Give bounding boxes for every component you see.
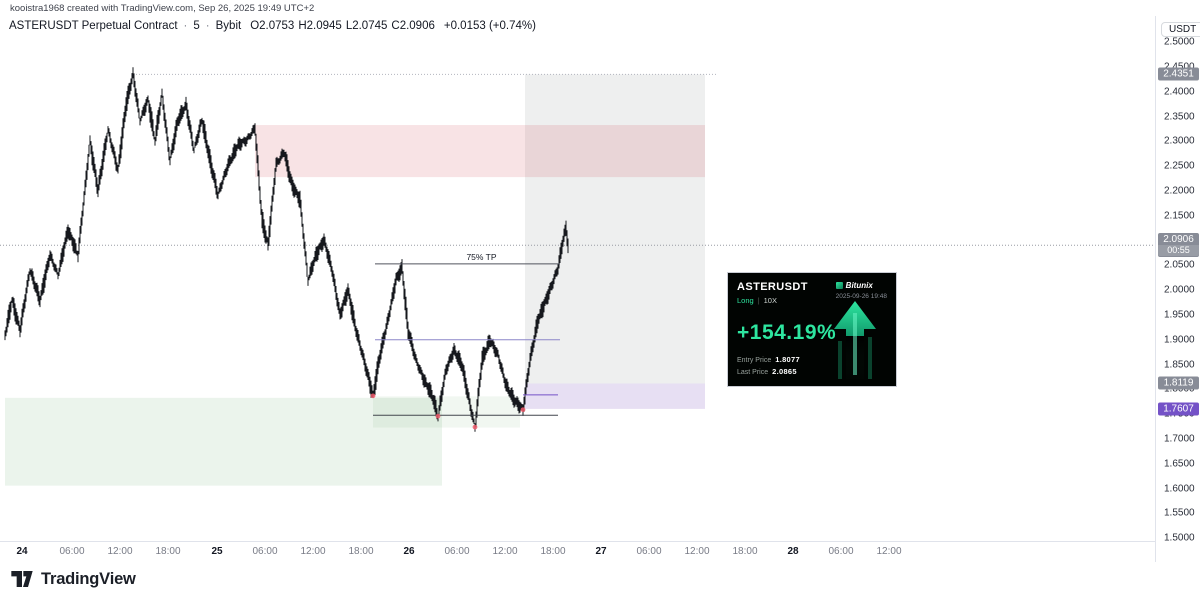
tp-line-label: 75% TP xyxy=(466,252,496,262)
price-scale[interactable]: 2.5000 2.4500 2.4000 2.3500 2.3000 2.2500 2.20… xyxy=(1155,16,1200,562)
price-tick-label: 2.2000 xyxy=(1164,185,1195,197)
bar-countdown: 00:55 xyxy=(1158,245,1199,257)
ohlc-o: O2.0753 xyxy=(250,20,295,32)
time-tick-label: 28 xyxy=(787,546,799,557)
attribution-text: kooistra1968 created with TradingView.co… xyxy=(10,3,315,14)
price-tick-label: 1.6500 xyxy=(1164,458,1195,470)
ohlc-l: L2.0745 xyxy=(345,20,388,32)
time-tick-label: 25 xyxy=(211,546,223,557)
price-tick-label: 1.5500 xyxy=(1164,507,1195,519)
ohlc-h: H2.0945 xyxy=(298,20,342,32)
time-tick-label: 06:00 xyxy=(828,546,854,557)
tradingview-logo[interactable]: TradingView xyxy=(10,569,136,589)
interval-label[interactable]: 5 xyxy=(193,20,200,32)
tradingview-logo-icon xyxy=(11,571,33,587)
resistance-zone-red xyxy=(255,125,705,178)
card-side-long: Long xyxy=(737,296,754,305)
legend-separator: · xyxy=(205,20,210,32)
price-tick-label: 1.6000 xyxy=(1164,483,1195,495)
price-tick-label: 2.3000 xyxy=(1164,135,1195,147)
support-zone-green xyxy=(5,397,442,486)
price-tick-label: 1.5000 xyxy=(1164,532,1195,544)
low-marker xyxy=(472,424,478,430)
symbol-title[interactable]: ASTERUSDT Perpetual Contract xyxy=(9,20,178,32)
low-marker xyxy=(520,407,526,413)
bitunix-brand: Bitunix xyxy=(835,281,887,290)
card-entry-label: Entry Price xyxy=(737,357,772,364)
price-tick-label: 1.9500 xyxy=(1164,309,1195,321)
card-entry-value: 1.8077 xyxy=(775,355,800,364)
time-tick-label: 18:00 xyxy=(348,546,374,557)
time-tick-label: 12:00 xyxy=(300,546,326,557)
ohlc-c: C2.0906 xyxy=(391,20,435,32)
time-tick-label: 06:00 xyxy=(636,546,662,557)
symbol-legend[interactable]: ASTERUSDT Perpetual Contract · 5 · Bybit… xyxy=(9,20,536,32)
card-symbol: ASTERUSDT xyxy=(737,281,808,293)
price-tick-label: 2.2500 xyxy=(1164,160,1195,172)
support-zone-green-2 xyxy=(373,396,520,428)
time-tick-label: 18:00 xyxy=(540,546,566,557)
change-value: +0.0153 (+0.74%) xyxy=(443,20,536,32)
price-tick-label: 2.1500 xyxy=(1164,210,1195,222)
card-pnl-percent: +154.19% xyxy=(737,321,837,344)
range-low-badge: 1.8119 xyxy=(1158,376,1199,390)
price-tick-label: 1.9000 xyxy=(1164,334,1195,346)
card-last-label: Last Price xyxy=(737,369,769,376)
price-tick-label: 2.4500 xyxy=(1164,62,1195,73)
low-marker xyxy=(370,393,376,399)
time-tick-label: 18:00 xyxy=(732,546,758,557)
legend-separator: · xyxy=(183,20,188,32)
demand-zone-purple xyxy=(525,383,705,409)
time-axis-separator xyxy=(0,541,1155,542)
card-datetime: 2025-09-26 19:48 xyxy=(835,293,887,300)
card-divider: | xyxy=(757,296,760,305)
time-tick-label: 06:00 xyxy=(252,546,278,557)
card-leverage: 10X xyxy=(763,296,777,305)
bitunix-logo-icon xyxy=(835,282,843,289)
exchange-label: Bybit xyxy=(215,20,242,32)
range-zone-gray xyxy=(525,74,705,384)
card-last-value: 2.0865 xyxy=(772,367,797,376)
time-tick-label: 06:00 xyxy=(444,546,470,557)
time-tick-label: 12:00 xyxy=(492,546,518,557)
time-tick-label: 18:00 xyxy=(155,546,181,557)
last-price-badge: 2.0906 00:55 xyxy=(1158,233,1199,258)
candlestick-series xyxy=(4,67,569,432)
ohlc-values: O2.0753 H2.0945 L2.0745 C2.0906 xyxy=(246,20,435,32)
time-tick-label: 12:00 xyxy=(684,546,710,557)
time-tick-label: 12:00 xyxy=(876,546,902,557)
green-up-arrow-icon xyxy=(834,301,876,379)
tradingview-logo-text: TradingView xyxy=(41,569,136,588)
price-tick-label: 2.0500 xyxy=(1164,259,1195,271)
time-tick-label: 24 xyxy=(16,546,28,557)
low-marker xyxy=(435,413,441,419)
price-tick-label: 1.8500 xyxy=(1164,359,1195,371)
bitunix-brand-name: Bitunix xyxy=(845,281,873,290)
chart-canvas[interactable]: 75% TP xyxy=(0,0,1155,541)
time-tick-label: 06:00 xyxy=(59,546,85,557)
time-tick-label: 12:00 xyxy=(107,546,133,557)
time-tick-label: 26 xyxy=(403,546,415,557)
price-tick-label: 2.3500 xyxy=(1164,111,1195,123)
purple-level-badge: 1.7607 xyxy=(1158,402,1199,416)
currency-toggle-button[interactable]: USDT xyxy=(1161,22,1200,37)
trade-share-card: ASTERUSDT Long | 10X Bitunix 2025-09-26 … xyxy=(727,272,897,387)
price-tick-label: 2.0000 xyxy=(1164,284,1195,296)
price-tick-label: 2.4000 xyxy=(1164,86,1195,98)
price-tick-label: 2.5000 xyxy=(1164,36,1195,48)
time-tick-label: 27 xyxy=(595,546,607,557)
price-tick-label: 1.7000 xyxy=(1164,433,1195,445)
range-high-badge: 2.4351 xyxy=(1158,67,1199,81)
